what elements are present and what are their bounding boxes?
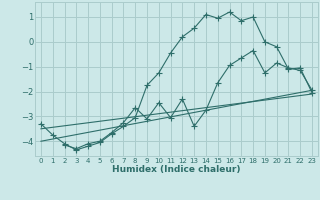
X-axis label: Humidex (Indice chaleur): Humidex (Indice chaleur)	[112, 165, 241, 174]
